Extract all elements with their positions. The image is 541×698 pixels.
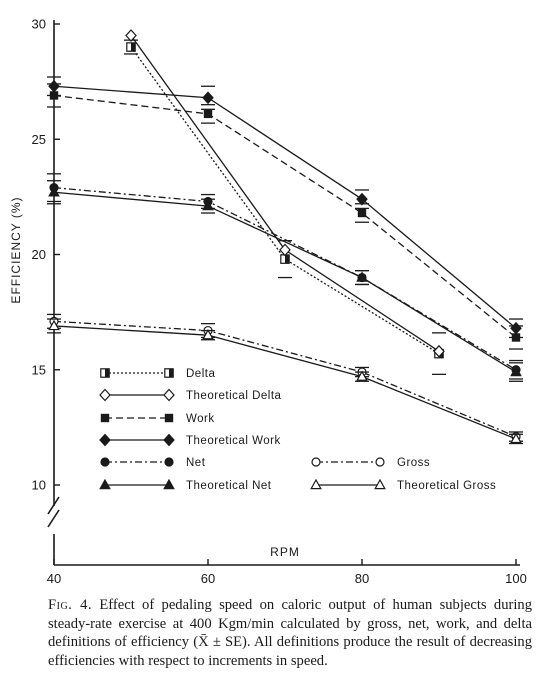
- legend-theoretical-gross-marker: [310, 478, 322, 490]
- series-theoretical-net-point: [48, 186, 60, 197]
- series-work-point: [357, 208, 367, 218]
- legend-theoretical-work: Theoretical Work: [99, 433, 281, 447]
- series-theoretical-work-line: [53, 85, 517, 329]
- legend-gross-marker: [375, 457, 385, 467]
- legend-net-marker: [164, 457, 174, 467]
- legend-theoretical-delta-marker: [163, 388, 175, 402]
- series-theoretical-gross-point: [356, 370, 368, 381]
- series-delta-point: [126, 42, 136, 52]
- series-theoretical-gross: [47, 318, 523, 445]
- series-theoretical-delta-point: [433, 344, 445, 358]
- legend-delta-marker: [164, 368, 174, 378]
- series-theoretical-gross-point: [202, 328, 214, 340]
- series-theoretical-delta-point: [279, 243, 291, 257]
- series-theoretical-net-line: [53, 191, 517, 373]
- legend-theoretical-gross-marker: [374, 478, 386, 490]
- legend-theoretical-gross: Theoretical Gross: [310, 478, 496, 492]
- legend-gross-marker: [311, 457, 321, 467]
- figure-label: Fig. 4.: [48, 597, 93, 613]
- legend-theoretical-net-label: Theoretical Net: [186, 480, 272, 492]
- caption-text: Effect of pedaling speed on caloric outp…: [48, 597, 533, 669]
- legend-theoretical-net-marker: [99, 478, 111, 490]
- legend-work-marker: [164, 413, 174, 423]
- series-theoretical-net-point: [510, 365, 522, 377]
- series-net: [47, 173, 523, 380]
- legend-theoretical-delta: Theoretical Delta: [99, 388, 282, 402]
- series-theoretical-delta-line: [130, 35, 440, 352]
- legend-work: Work: [100, 413, 215, 425]
- legend-net-marker: [100, 457, 110, 467]
- series-theoretical-net-point: [202, 199, 214, 211]
- series-work: [47, 83, 523, 350]
- series-theoretical-gross-line: [53, 325, 517, 440]
- x-tick-label: 60: [201, 571, 215, 586]
- series-net-line: [53, 187, 517, 371]
- legend: Delta Theoretical Delta Work Theoretical Wo…: [99, 368, 496, 492]
- axis-break-mark: [47, 496, 60, 515]
- series-theoretical-net-point: [356, 271, 368, 282]
- x-tick-label: 40: [47, 571, 61, 586]
- legend-delta: Delta: [100, 368, 215, 380]
- legend-delta-marker: [100, 368, 110, 378]
- series-theoretical-gross-point: [48, 319, 60, 331]
- legend-work-label: Work: [186, 413, 215, 425]
- legend-theoretical-net-marker: [163, 478, 175, 490]
- x-tick-label: 100: [505, 571, 527, 586]
- series-theoretical-work-point: [356, 192, 368, 206]
- y-tick-label: 20: [32, 247, 46, 262]
- series-layer: [47, 29, 523, 445]
- legend-net-label: Net: [186, 457, 206, 469]
- legend-theoretical-work-marker: [163, 433, 175, 447]
- legend-theoretical-work-marker: [99, 433, 111, 447]
- y-tick-label: 10: [32, 478, 46, 493]
- legend-theoretical-gross-label: Theoretical Gross: [397, 480, 496, 492]
- series-theoretical-delta: [125, 29, 445, 358]
- series-theoretical-work-point: [48, 79, 60, 93]
- series-theoretical-gross-point: [510, 432, 522, 444]
- legend-delta-label: Delta: [186, 368, 215, 380]
- series-work-line: [53, 94, 517, 338]
- series-theoretical-work-point: [202, 91, 214, 105]
- x-tick-label: 80: [355, 571, 369, 586]
- y-tick-label: 15: [32, 362, 46, 377]
- series-gross-line: [53, 320, 517, 438]
- axes: 10 15 20 25 30 40 60 80 100 RPM EFFICIENCY (%): [9, 17, 527, 587]
- series-theoretical-net: [47, 180, 523, 382]
- legend-theoretical-work-label: Theoretical Work: [186, 435, 281, 447]
- y-tick-label: 25: [32, 132, 46, 147]
- series-work-point: [203, 109, 213, 119]
- series-gross: [47, 313, 523, 442]
- y-axis-title: EFFICIENCY (%): [9, 196, 23, 303]
- legend-theoretical-net: Theoretical Net: [99, 478, 272, 492]
- legend-theoretical-delta-label: Theoretical Delta: [186, 390, 282, 402]
- axis-break-mark: [47, 509, 60, 528]
- legend-theoretical-delta-marker: [99, 388, 111, 402]
- efficiency-chart: 10 15 20 25 30 40 60 80 100 RPM EFFICIENCY (%) Del…: [9, 17, 527, 587]
- legend-work-marker: [100, 413, 110, 423]
- figure-caption: Fig. 4. Effect of pedaling speed on calo…: [48, 596, 532, 670]
- legend-net: Net: [100, 457, 206, 469]
- series-theoretical-delta-point: [125, 29, 137, 42]
- x-axis-title: RPM: [270, 545, 300, 559]
- series-theoretical-work-point: [510, 321, 522, 335]
- y-tick-label: 30: [32, 17, 46, 32]
- series-delta-line: [130, 46, 440, 355]
- legend-gross-label: Gross: [397, 457, 430, 469]
- series-theoretical-work: [47, 76, 523, 339]
- legend-gross: Gross: [311, 457, 430, 469]
